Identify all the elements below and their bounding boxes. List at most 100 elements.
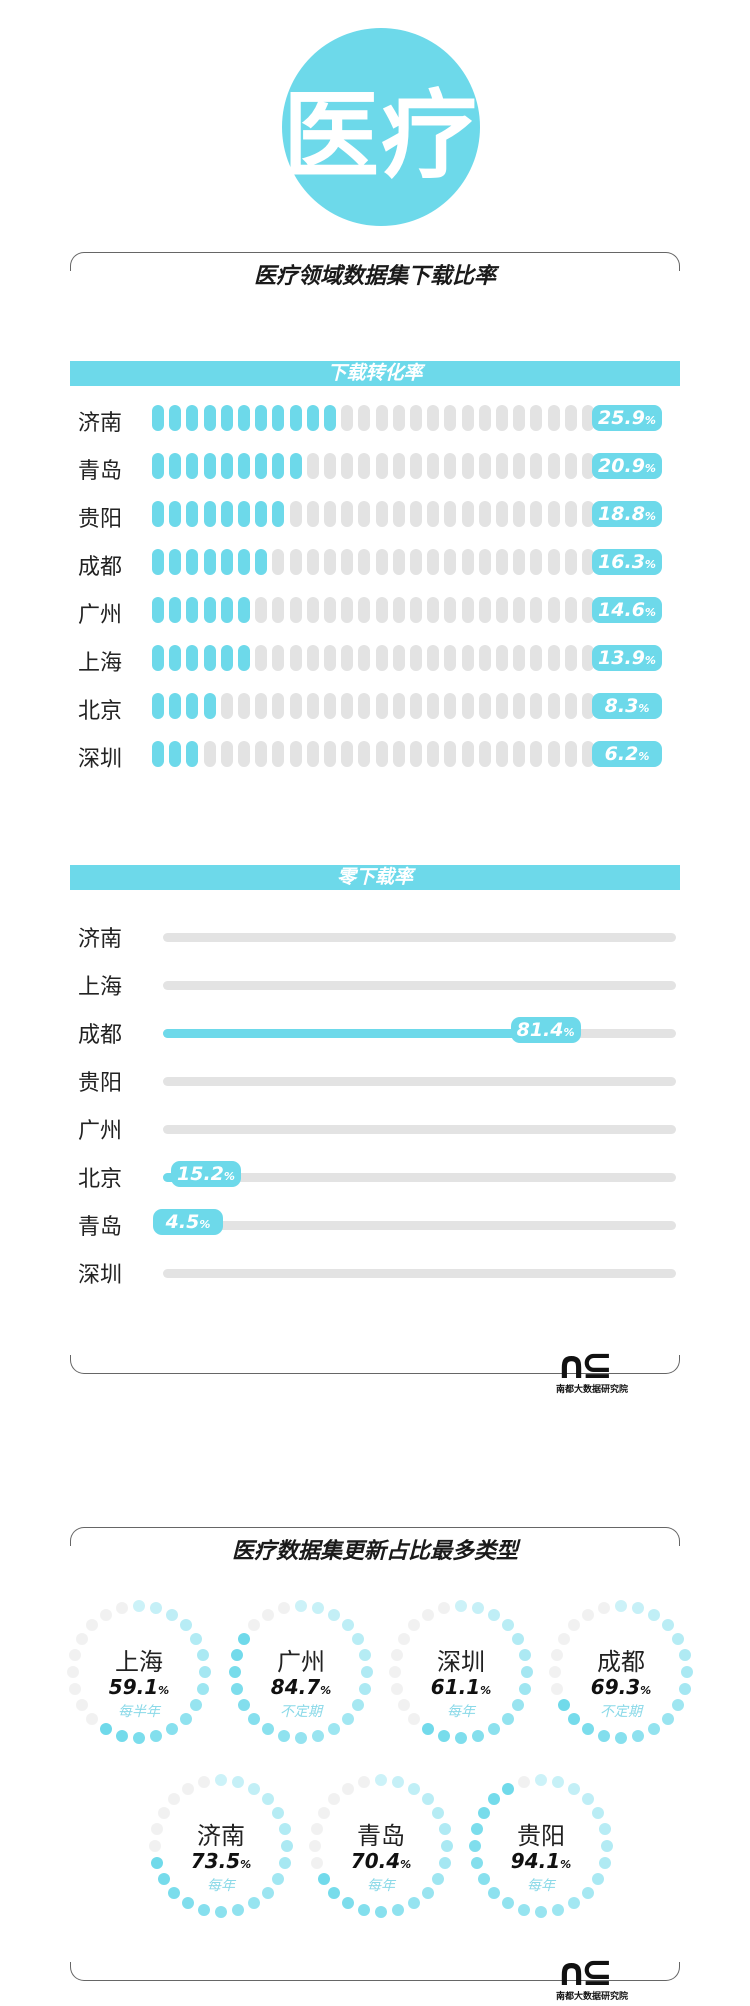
- conversion-pill: [427, 693, 440, 719]
- ring-dot: [557, 1699, 570, 1711]
- ring-dot: [342, 1897, 354, 1910]
- ring-dot: [328, 1793, 341, 1806]
- conversion-pill: [461, 741, 474, 767]
- conversion-value-badge: 6.2%: [592, 741, 662, 767]
- conversion-pill: [392, 597, 405, 623]
- ring-dot: [361, 1666, 373, 1678]
- ring-dot: [133, 1732, 145, 1744]
- conversion-city-label: 成都: [78, 555, 123, 580]
- ring-kind-label: 每年: [527, 1878, 555, 1894]
- ring-dot: [549, 1666, 561, 1678]
- conversion-pill: [186, 453, 199, 479]
- conversion-pill: [375, 549, 388, 575]
- ring-city-label: 深圳: [437, 1648, 485, 1676]
- conversion-pill: [547, 405, 560, 431]
- conversion-pill: [530, 501, 543, 527]
- conversion-pill: [530, 549, 543, 575]
- ring-dot: [672, 1699, 685, 1711]
- conversion-pill: [203, 645, 216, 671]
- ring-city-label: 贵阳: [517, 1822, 565, 1850]
- conversion-pill: [341, 501, 354, 527]
- ring-value: 70.4%: [350, 1849, 412, 1873]
- conversion-pill: [375, 645, 388, 671]
- conversion-pill: [169, 453, 182, 479]
- ring-dot: [150, 1729, 163, 1742]
- conversion-pill: [444, 741, 457, 767]
- ring-dot: [517, 1903, 530, 1916]
- conversion-pill: [203, 597, 216, 623]
- ring-dot: [248, 1897, 260, 1910]
- ring-dot: [438, 1857, 451, 1870]
- ring-dot: [69, 1683, 82, 1696]
- ring-dot: [568, 1619, 581, 1632]
- ring-dot: [309, 1840, 321, 1852]
- ring-dot: [472, 1729, 485, 1742]
- ring-dot: [262, 1723, 274, 1736]
- ring-dot: [391, 1648, 404, 1661]
- conversion-value-badge: 16.3%: [592, 549, 662, 575]
- ring-kind-label: 每半年: [118, 1704, 160, 1720]
- conversion-pill: [530, 405, 543, 431]
- conversion-pill: [272, 597, 285, 623]
- conversion-pill: [152, 501, 164, 527]
- conversion-pill: [564, 597, 577, 623]
- ring-dot: [471, 1822, 484, 1835]
- conversion-pill: [186, 549, 199, 575]
- conversion-pill: [289, 597, 302, 623]
- conversion-value-badge: 14.6%: [592, 597, 662, 623]
- ring-dot: [278, 1822, 291, 1835]
- ring-dot: [678, 1648, 691, 1661]
- conversion-pill: [478, 501, 491, 527]
- conversion-pill: [547, 741, 560, 767]
- conversion-pill: [530, 453, 543, 479]
- ring-dot: [311, 1822, 324, 1835]
- ring-city-label: 济南: [197, 1822, 245, 1850]
- ring-dot: [551, 1683, 564, 1696]
- ring-item: 青岛 70.4% 每年: [306, 1771, 456, 1921]
- section2-title: 医疗数据集更新占比最多类型: [217, 1539, 532, 1564]
- conversion-pill: [478, 405, 491, 431]
- ring-dot: [358, 1683, 371, 1696]
- zero-track: [163, 1221, 676, 1230]
- conversion-pill: [306, 645, 319, 671]
- conversion-pill: [513, 405, 526, 431]
- ring-dot: [357, 1776, 370, 1789]
- ring-city-label: 上海: [115, 1648, 163, 1676]
- conversion-pill: [358, 693, 371, 719]
- logo-mark-icon: ∩⊆: [556, 1343, 613, 1387]
- conversion-pill: [530, 741, 543, 767]
- ring-dot: [568, 1897, 580, 1910]
- conversion-pill: [272, 453, 285, 479]
- ring-dot: [477, 1807, 490, 1819]
- conversion-pill: [255, 693, 268, 719]
- ring-dot: [100, 1608, 112, 1621]
- ring-dot: [391, 1683, 404, 1696]
- ring-dot: [341, 1619, 354, 1632]
- conversion-pill: [375, 501, 388, 527]
- conversion-pill: [306, 549, 319, 575]
- ring-dot: [598, 1822, 611, 1835]
- conversion-pill: [358, 501, 371, 527]
- ring-dot: [502, 1897, 514, 1910]
- conversion-pill: [461, 597, 474, 623]
- ring-dot: [421, 1793, 434, 1806]
- section1-title-wrap: 医疗领域数据集下载比率: [0, 258, 750, 290]
- zero-track: [163, 1269, 676, 1278]
- conversion-pill: [238, 693, 250, 719]
- ring-kind-label: 每年: [207, 1878, 235, 1894]
- conversion-pill: [427, 597, 440, 623]
- conversion-pill: [220, 405, 233, 431]
- conversion-pill: [564, 645, 577, 671]
- ring-dot: [179, 1712, 192, 1725]
- zero-fill: [163, 1029, 581, 1038]
- ring-dot: [521, 1666, 533, 1678]
- conversion-pill: [255, 549, 268, 575]
- ring-kind-label: 每年: [367, 1878, 395, 1894]
- conversion-pill: [547, 501, 560, 527]
- ring-dot: [86, 1619, 99, 1632]
- conversion-pill: [169, 645, 182, 671]
- conversion-pill: [461, 693, 474, 719]
- ring-kind-label: 每年: [447, 1704, 475, 1720]
- conversion-pill: [392, 549, 405, 575]
- conversion-pill: [392, 453, 405, 479]
